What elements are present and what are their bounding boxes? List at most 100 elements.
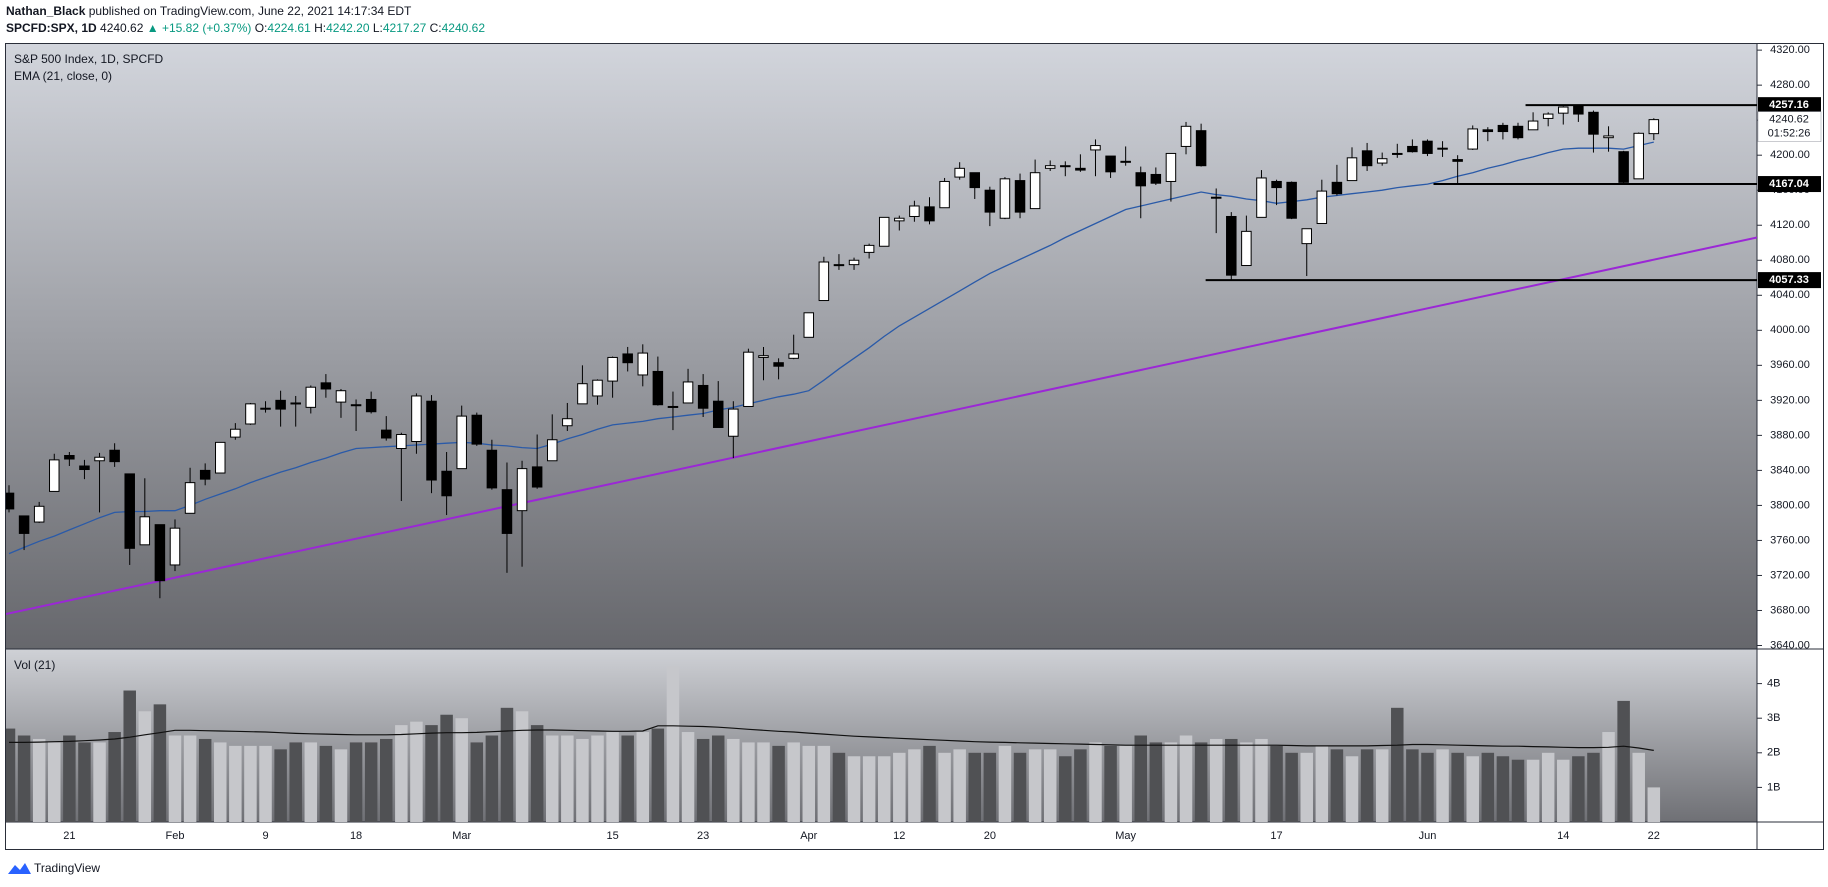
volume-bar <box>817 745 831 822</box>
candle-body <box>154 524 166 582</box>
volume-bar <box>93 742 106 822</box>
candle-body <box>501 489 513 534</box>
ohlc-key: L: <box>373 21 383 35</box>
volume-bar <box>696 738 710 822</box>
volume-bar <box>425 725 438 822</box>
candle-body <box>607 356 618 382</box>
candle-body <box>199 469 211 480</box>
candle-body <box>396 433 407 450</box>
y-tick-label: 4120.00 <box>1770 219 1810 231</box>
volume-bar <box>923 745 936 822</box>
volume-bar <box>1255 738 1268 822</box>
volume-bar <box>63 735 76 822</box>
volume-bar <box>168 735 182 822</box>
published: published on TradingView.com, June 22, 2… <box>89 4 412 18</box>
candle-body <box>697 384 709 409</box>
y-tick-label: 3960.00 <box>1770 359 1810 371</box>
candle-body <box>486 449 498 489</box>
y-tick-label: 3760.00 <box>1770 534 1810 546</box>
candle-body <box>984 189 996 213</box>
candle-body <box>169 527 181 566</box>
ohlc-value: 4224.61 <box>267 21 311 35</box>
trendline <box>6 236 1757 615</box>
ohlc-key: O: <box>255 21 268 35</box>
candle-body <box>803 312 815 338</box>
candle-body <box>1648 119 1660 135</box>
candle-body <box>1618 151 1629 183</box>
y-tick-label: 3B <box>1767 712 1780 724</box>
volume-bar <box>1345 756 1359 822</box>
brand: TradingView <box>34 861 100 875</box>
volume-bar <box>1179 735 1193 822</box>
volume-bar <box>938 752 951 822</box>
candle-body <box>999 178 1011 219</box>
axes: 3640.00 3680.00 3720.00 3760.00 3800.00 3840.… <box>63 44 1822 842</box>
volume-bar <box>1375 749 1389 822</box>
candle-body <box>909 205 920 217</box>
volume-bar <box>108 732 121 822</box>
volume-bar <box>832 752 846 822</box>
y-tick-label: 3680.00 <box>1770 604 1810 616</box>
volume-bar <box>1300 752 1313 822</box>
candle-body <box>49 459 60 492</box>
volume-bar <box>1557 759 1570 822</box>
candle-body <box>215 441 226 474</box>
volume-bar <box>1043 749 1057 822</box>
x-tick-label: 23 <box>697 830 709 842</box>
candle-body <box>64 455 75 460</box>
y-tick-label: 4B <box>1767 678 1780 690</box>
last-price-label: 4240.62 <box>1769 114 1809 126</box>
y-tick-label: 4000.00 <box>1770 324 1810 336</box>
candle-body <box>1165 152 1177 182</box>
volume-bar <box>289 742 302 822</box>
author: Nathan_Black <box>6 4 86 18</box>
volume-bar <box>319 745 333 822</box>
y-tick-label: 4200.00 <box>1770 149 1810 161</box>
candle-body <box>245 403 256 425</box>
candle-body <box>320 382 332 390</box>
volume-bar <box>787 742 800 822</box>
volume-bar <box>274 749 287 822</box>
x-tick-label: Jun <box>1419 830 1437 842</box>
candle-body <box>592 379 603 397</box>
candle-body <box>1437 147 1448 150</box>
volume-bar <box>681 732 695 822</box>
volume-bar <box>1104 745 1117 822</box>
candle-body <box>848 259 860 266</box>
volume-bar <box>1028 749 1042 822</box>
candle-body <box>682 381 694 404</box>
candle-body <box>667 405 679 408</box>
volume-bar <box>877 756 891 822</box>
volume-bar <box>711 735 725 822</box>
volume-bar <box>6 728 16 822</box>
candle-body <box>184 482 196 514</box>
candle-body <box>79 465 90 471</box>
candle-body <box>6 492 15 510</box>
candle-body <box>109 449 120 463</box>
x-tick-label: 17 <box>1270 830 1282 842</box>
candle-body <box>33 505 45 523</box>
volume-bar <box>198 738 212 822</box>
candle-body <box>969 172 981 189</box>
level-label: 4057.33 <box>1769 274 1809 286</box>
volume-bar <box>757 742 770 822</box>
candle-body <box>878 216 890 247</box>
candle-body <box>728 408 739 437</box>
y-tick-label: 2B <box>1767 747 1780 759</box>
frame <box>5 43 1824 850</box>
candle-body <box>562 418 573 427</box>
volume-bar <box>153 704 167 822</box>
header-line: Nathan_Black published on TradingView.co… <box>6 4 412 18</box>
volume-bar <box>847 756 861 822</box>
level-label: 4167.04 <box>1769 178 1810 190</box>
candle-body <box>863 244 875 253</box>
volume-bar <box>621 735 634 822</box>
volume-bar <box>1647 787 1661 822</box>
volume-bar <box>636 732 650 822</box>
volume-bar <box>1632 752 1645 822</box>
candle-body <box>546 439 558 462</box>
volume-bar <box>48 742 61 822</box>
volume-bar <box>1225 738 1238 822</box>
candle-body <box>1060 165 1071 168</box>
volume-bar <box>1134 735 1147 822</box>
